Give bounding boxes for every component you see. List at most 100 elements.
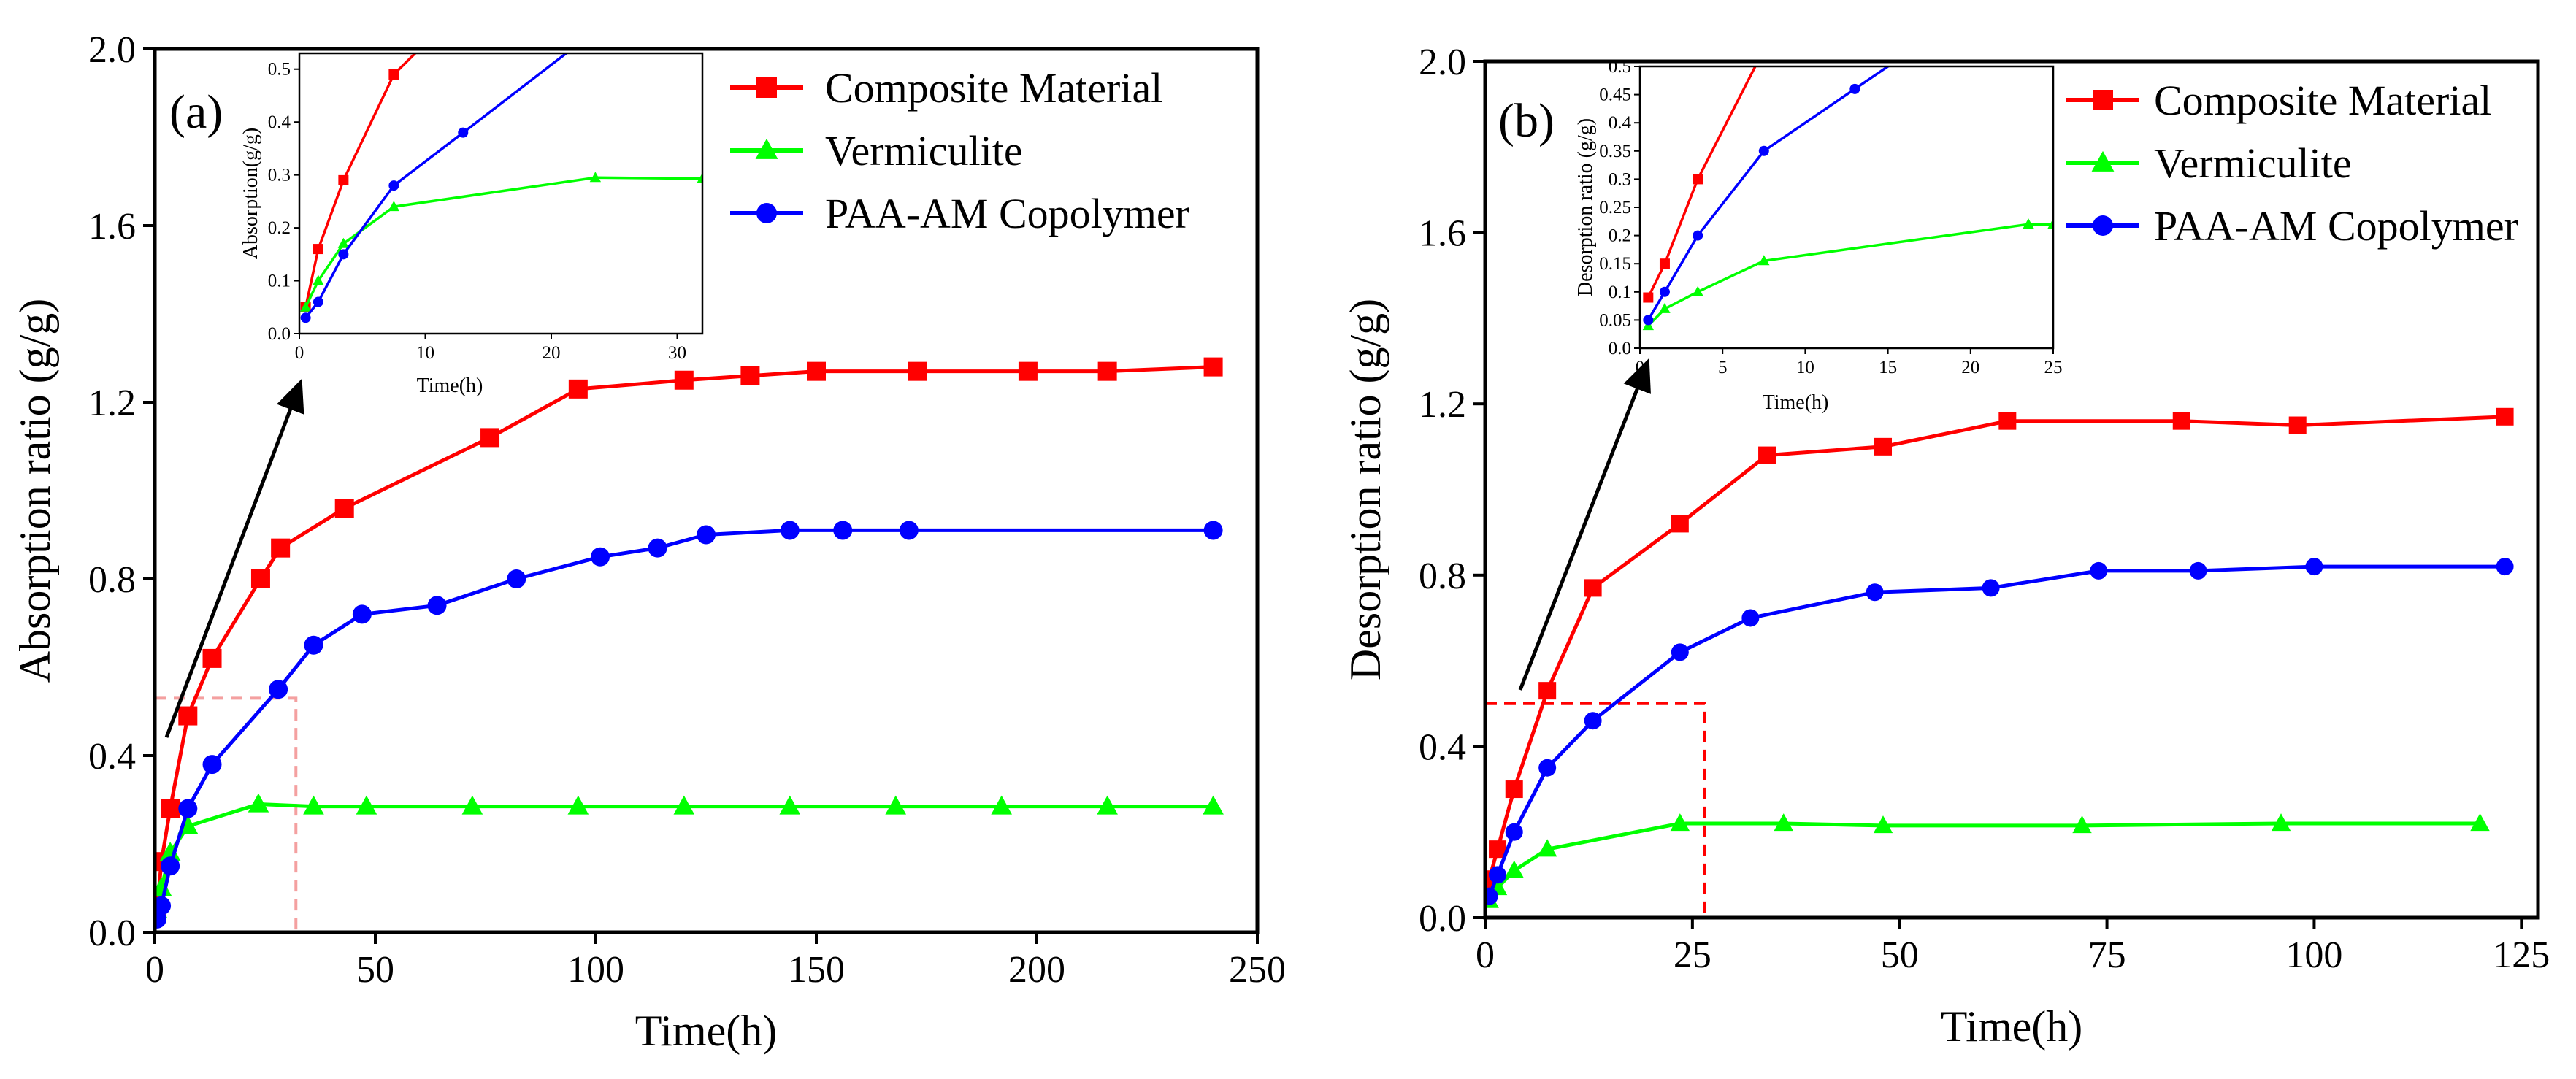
data-point-vermiculite [567,795,589,815]
x-tick-label: 100 [567,949,624,991]
data-point-composite-material [568,379,588,399]
inset-data-point-composite-material [1759,45,1769,55]
legend-marker-vermiculite [2091,150,2115,172]
inset-y-tick-label: 0.4 [1609,113,1632,133]
y-tick-label: 0.8 [1419,556,1466,597]
data-point-vermiculite [2271,813,2291,832]
data-point-composite-material [2172,412,2190,430]
inset-y-tick-label: 0.2 [1609,226,1631,246]
inset-y-tick-label: 0.1 [268,272,291,291]
series-line-paa-am-copolymer [155,528,1214,920]
inset-data-point-paa-am-copolymer [1693,230,1703,241]
series-line-paa-am-copolymer [1487,564,2505,897]
y-tick-label: 0.8 [88,559,136,601]
inset-data-point-paa-am-copolymer [1758,145,1769,156]
x-tick-label: 100 [2285,934,2342,976]
inset-data-point-vermiculite [697,172,702,183]
data-point-vermiculite [303,795,324,815]
data-point-paa-am-copolymer [1485,887,1498,905]
inset-data-point-paa-am-copolymer [300,312,311,323]
x-tick-label: 50 [1881,934,1919,976]
inset-data-point-paa-am-copolymer [609,11,619,21]
inset-a: 0 10 20 30 0.0 0.1 0.2 0.3 0.4 0.5 Time(h) Absorpti… [239,1,704,397]
x-axis-title: Time(h) [635,1007,777,1055]
inset-y-tick-label: 0.3 [1609,169,1631,189]
y-tick-label: 2.0 [1419,42,1466,83]
data-point-paa-am-copolymer [161,856,180,876]
data-point-vermiculite [1537,839,1557,857]
inset-x-tick-label: 15 [1879,358,1897,377]
panel-b: 0 25 50 75 100 1250.00.40.81.21.62.0Time(h)De… [1341,42,2550,1051]
legend-label-vermiculite: Vermiculite [2154,139,2352,187]
data-point-composite-material [740,366,760,385]
inset-x-axis-title: Time(h) [1763,391,1829,414]
inset-x-tick-label: 10 [416,343,434,363]
data-point-composite-material [674,370,694,390]
data-point-vermiculite [1873,815,1893,834]
inset-y-axis-title: Absorption(g/g) [239,128,262,259]
inset-series-line-vermiculite [304,176,702,308]
inset-data-point-composite-material [313,244,323,255]
inset-data-point-paa-am-copolymer [338,249,349,260]
panel-a: 0 50 100 150 200 2500.00.40.81.21.62.0Time(h)… [11,1,1286,1055]
data-point-paa-am-copolymer [1584,712,1602,730]
inset-data-point-vermiculite [589,172,602,183]
inset-data-point-vermiculite [1692,285,1703,296]
data-point-paa-am-copolymer [780,521,800,540]
inset-data-point-vermiculite [2047,218,2053,229]
data-point-paa-am-copolymer [202,755,222,775]
inset-data-point-paa-am-copolymer [313,296,323,307]
data-point-paa-am-copolymer [155,896,172,915]
data-point-vermiculite [779,795,801,815]
inset-data-point-paa-am-copolymer [1643,315,1654,326]
data-point-vermiculite [1203,795,1224,815]
inset-y-tick-label: 0.35 [1599,142,1631,161]
inset-frame-a [298,52,704,335]
inset-data-point-vermiculite [1758,255,1770,266]
data-point-vermiculite [1504,860,1524,878]
data-point-composite-material [1538,682,1557,700]
data-point-paa-am-copolymer [1671,643,1689,661]
data-point-paa-am-copolymer [648,538,667,558]
inset-data-point-composite-material [458,1,468,11]
data-point-paa-am-copolymer [1741,609,1760,627]
legend-marker-paa-am-copolymer [756,203,777,223]
data-point-paa-am-copolymer [269,680,288,699]
data-point-paa-am-copolymer [1982,579,2000,597]
data-point-paa-am-copolymer [899,521,919,540]
data-point-composite-material [1203,357,1223,377]
inset-data-point-paa-am-copolymer [1659,286,1670,297]
zoom-arrow-a [164,378,304,738]
legend-marker-vermiculite [755,138,778,159]
series-line-composite-material [1487,415,2505,880]
data-point-composite-material [250,569,270,588]
data-point-paa-am-copolymer [1489,866,1507,884]
inset-y-tick-label: 0.5 [1609,57,1631,77]
inset-data-point-paa-am-copolymer [1899,50,1909,61]
data-point-vermiculite [159,842,181,861]
data-point-composite-material [1505,780,1523,799]
x-tick-label: 250 [1229,949,1286,991]
panel-label: (b) [1498,94,1555,147]
legend-label-paa-am-copolymer: PAA-AM Copolymer [825,190,1189,237]
inset-data-point-composite-material [1643,292,1654,303]
legend-marker-composite-material [2093,90,2113,110]
data-point-vermiculite [461,795,483,815]
x-tick-label: 0 [145,949,164,991]
data-point-paa-am-copolymer [2496,558,2514,576]
inset-y-tick-label: 0.1 [1609,283,1631,302]
inset-x-tick-label: 0 [295,343,304,363]
data-point-paa-am-copolymer [1203,521,1223,540]
inset-data-point-composite-material [1693,174,1703,185]
x-tick-label: 50 [356,949,394,991]
inset-x-tick-label: 25 [2044,358,2063,377]
panel-label: (a) [169,85,223,139]
legend-marker-composite-material [756,77,777,98]
inset-series-group-b [1642,45,2053,331]
series-group-b [1485,407,2514,908]
inset-x-tick-label: 30 [668,343,686,363]
inset-background-a [299,53,702,334]
inset-data-point-paa-am-copolymer [388,180,399,191]
legend-label-composite-material: Composite Material [2154,77,2491,124]
data-point-composite-material [908,361,927,381]
